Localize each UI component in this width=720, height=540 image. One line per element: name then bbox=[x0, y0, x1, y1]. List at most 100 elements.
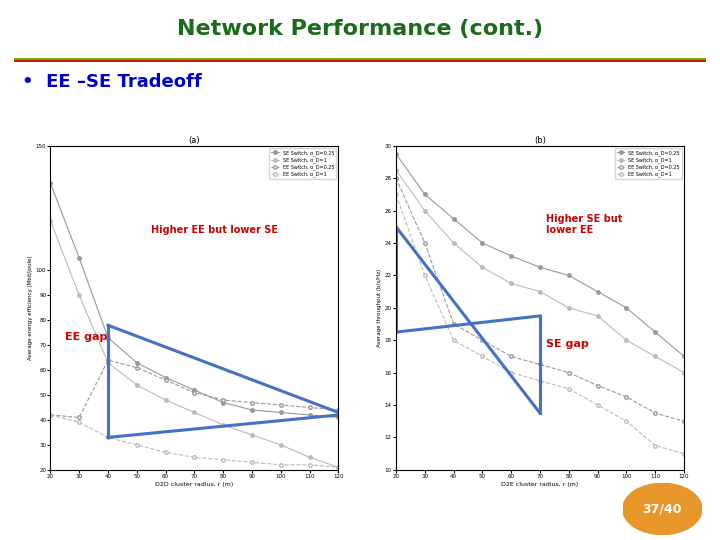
Legend: SE Switch, α_D=0.25, SE Switch, α_D=1, EE Switch, α_D=0.25, EE Switch, α_D=1: SE Switch, α_D=0.25, SE Switch, α_D=1, E… bbox=[615, 148, 682, 179]
SE Switch, α_D=1 bbox=[334, 464, 343, 470]
EE Switch, α_D=0.25 bbox=[305, 404, 314, 411]
EE Switch, α_D=0.25 bbox=[46, 411, 55, 418]
EE Switch, α_D=0.25 bbox=[392, 175, 400, 181]
EE Switch, α_D=0.25 bbox=[248, 399, 256, 406]
SE Switch, α_D=0.25 bbox=[564, 272, 573, 279]
EE Switch, α_D=0.25 bbox=[507, 353, 516, 360]
SE Switch, α_D=1 bbox=[651, 353, 660, 360]
SE Switch, α_D=1 bbox=[305, 454, 314, 461]
EE Switch, α_D=0.25 bbox=[104, 357, 112, 363]
SE Switch, α_D=0.25 bbox=[46, 180, 55, 186]
EE Switch, α_D=1 bbox=[161, 449, 170, 456]
SE Switch, α_D=0.25 bbox=[507, 253, 516, 259]
SE Switch, α_D=0.25 bbox=[248, 407, 256, 413]
SE Switch, α_D=0.25 bbox=[478, 240, 487, 246]
SE Switch, α_D=1 bbox=[219, 422, 228, 428]
SE Switch, α_D=1 bbox=[420, 207, 429, 214]
SE Switch, α_D=0.25 bbox=[161, 374, 170, 381]
EE Switch, α_D=0.25 bbox=[420, 240, 429, 246]
Text: 37/40: 37/40 bbox=[643, 502, 682, 516]
EE Switch, α_D=1 bbox=[132, 442, 141, 448]
SE Switch, α_D=1 bbox=[622, 337, 631, 343]
SE Switch, α_D=1 bbox=[392, 167, 400, 173]
EE Switch, α_D=0.25 bbox=[161, 377, 170, 383]
EE Switch, α_D=0.25 bbox=[478, 337, 487, 343]
Line: SE Switch, α_D=0.25: SE Switch, α_D=0.25 bbox=[49, 181, 340, 419]
EE Switch, α_D=0.25 bbox=[75, 414, 84, 421]
EE Switch, α_D=1 bbox=[75, 419, 84, 426]
SE Switch, α_D=1 bbox=[478, 264, 487, 271]
SE Switch, α_D=1 bbox=[104, 360, 112, 366]
SE Switch, α_D=0.25 bbox=[392, 151, 400, 157]
EE Switch, α_D=1 bbox=[478, 353, 487, 360]
EE Switch, α_D=1 bbox=[248, 459, 256, 465]
Text: EE gap: EE gap bbox=[65, 332, 107, 342]
SE Switch, α_D=0.25 bbox=[680, 353, 688, 360]
EE Switch, α_D=1 bbox=[622, 418, 631, 424]
SE Switch, α_D=0.25 bbox=[536, 264, 544, 271]
EE Switch, α_D=1 bbox=[536, 377, 544, 384]
SE Switch, α_D=0.25 bbox=[449, 215, 458, 222]
EE Switch, α_D=1 bbox=[334, 464, 343, 470]
Legend: SE Switch, α_D=0.25, SE Switch, α_D=1, EE Switch, α_D=0.25, EE Switch, α_D=1: SE Switch, α_D=0.25, SE Switch, α_D=1, E… bbox=[269, 148, 336, 179]
SE Switch, α_D=1 bbox=[248, 431, 256, 438]
Ellipse shape bbox=[623, 483, 702, 535]
EE Switch, α_D=0.25 bbox=[593, 382, 602, 389]
EE Switch, α_D=1 bbox=[449, 337, 458, 343]
EE Switch, α_D=0.25 bbox=[334, 407, 343, 413]
SE Switch, α_D=1 bbox=[449, 240, 458, 246]
EE Switch, α_D=1 bbox=[507, 369, 516, 376]
EE Switch, α_D=1 bbox=[651, 442, 660, 449]
EE Switch, α_D=0.25 bbox=[449, 321, 458, 327]
EE Switch, α_D=1 bbox=[104, 434, 112, 441]
Bar bbox=[14, 58, 706, 60]
SE Switch, α_D=1 bbox=[536, 288, 544, 295]
EE Switch, α_D=1 bbox=[392, 191, 400, 198]
EE Switch, α_D=0.25 bbox=[190, 389, 199, 396]
SE Switch, α_D=1 bbox=[564, 305, 573, 311]
Line: EE Switch, α_D=0.25: EE Switch, α_D=0.25 bbox=[395, 177, 685, 423]
EE Switch, α_D=0.25 bbox=[651, 410, 660, 416]
SE Switch, α_D=0.25 bbox=[75, 255, 84, 261]
EE Switch, α_D=1 bbox=[276, 462, 285, 468]
Y-axis label: Average throughput (b/s/Hz): Average throughput (b/s/Hz) bbox=[377, 269, 382, 347]
EE Switch, α_D=1 bbox=[305, 462, 314, 468]
EE Switch, α_D=0.25 bbox=[622, 394, 631, 400]
SE Switch, α_D=0.25 bbox=[219, 399, 228, 406]
SE Switch, α_D=1 bbox=[276, 442, 285, 448]
X-axis label: D2D cluster radius, r (m): D2D cluster radius, r (m) bbox=[156, 482, 233, 487]
Title: (a): (a) bbox=[189, 136, 200, 145]
SE Switch, α_D=0.25 bbox=[104, 334, 112, 341]
SE Switch, α_D=0.25 bbox=[190, 387, 199, 393]
Line: EE Switch, α_D=1: EE Switch, α_D=1 bbox=[395, 193, 685, 455]
EE Switch, α_D=1 bbox=[219, 457, 228, 463]
Line: EE Switch, α_D=0.25: EE Switch, α_D=0.25 bbox=[49, 359, 340, 419]
EE Switch, α_D=0.25 bbox=[219, 397, 228, 403]
EE Switch, α_D=1 bbox=[46, 411, 55, 418]
EE Switch, α_D=0.25 bbox=[536, 361, 544, 368]
SE Switch, α_D=1 bbox=[507, 280, 516, 287]
Text: Network Performance (cont.): Network Performance (cont.) bbox=[177, 19, 543, 39]
EE Switch, α_D=0.25 bbox=[680, 418, 688, 424]
EE Switch, α_D=1 bbox=[564, 386, 573, 392]
EE Switch, α_D=1 bbox=[190, 454, 199, 461]
Bar bbox=[14, 60, 706, 62]
SE Switch, α_D=1 bbox=[680, 369, 688, 376]
EE Switch, α_D=0.25 bbox=[132, 364, 141, 371]
Line: SE Switch, α_D=1: SE Switch, α_D=1 bbox=[395, 168, 685, 374]
EE Switch, α_D=0.25 bbox=[564, 369, 573, 376]
SE Switch, α_D=0.25 bbox=[651, 329, 660, 335]
X-axis label: D2E cluster radius, r (m): D2E cluster radius, r (m) bbox=[501, 482, 579, 487]
SE Switch, α_D=0.25 bbox=[132, 360, 141, 366]
Text: •  EE –SE Tradeoff: • EE –SE Tradeoff bbox=[22, 73, 202, 91]
Line: EE Switch, α_D=1: EE Switch, α_D=1 bbox=[49, 413, 340, 469]
SE Switch, α_D=0.25 bbox=[622, 305, 631, 311]
SE Switch, α_D=1 bbox=[190, 409, 199, 416]
Title: (b): (b) bbox=[534, 136, 546, 145]
SE Switch, α_D=0.25 bbox=[305, 411, 314, 418]
Y-axis label: Average energy efficiency (Mbit/joule): Average energy efficiency (Mbit/joule) bbox=[28, 255, 33, 360]
SE Switch, α_D=1 bbox=[132, 382, 141, 388]
SE Switch, α_D=0.25 bbox=[593, 288, 602, 295]
EE Switch, α_D=0.25 bbox=[276, 402, 285, 408]
SE Switch, α_D=1 bbox=[75, 292, 84, 299]
